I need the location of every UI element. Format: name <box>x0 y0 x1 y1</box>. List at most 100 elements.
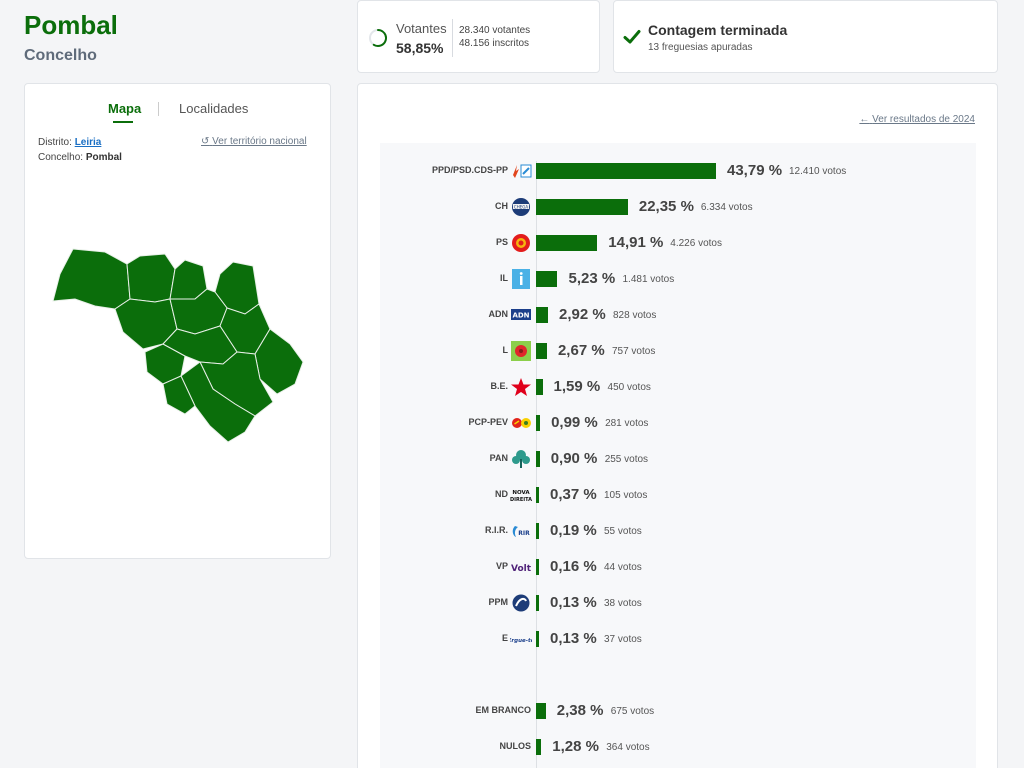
party-name: ADN <box>488 309 509 319</box>
adn-logo: ADN <box>510 305 532 325</box>
turnout-divider <box>452 19 453 57</box>
party-row[interactable]: EErgue-te 0,13 % 37 votos <box>358 628 999 652</box>
party-row[interactable]: PAN 0,90 % 255 votos <box>358 448 999 472</box>
result-bar <box>536 307 548 323</box>
council-value: Pombal <box>85 152 122 163</box>
result-bar <box>536 235 598 251</box>
ppm-logo <box>510 593 532 613</box>
party-row[interactable]: VP Volt 0,16 % 44 votos <box>358 556 999 580</box>
result-percent: 0,37 % <box>550 486 597 503</box>
turnout-progress-icon <box>369 29 387 47</box>
party-name: E <box>501 633 508 643</box>
result-bar <box>536 739 542 755</box>
result-bar <box>536 199 628 215</box>
result-bar <box>536 703 546 719</box>
party-name: EM BRANCO <box>475 705 532 715</box>
result-bar <box>536 163 716 179</box>
result-bar <box>536 271 558 287</box>
party-row[interactable]: IL 5,23 % 1.481 votos <box>358 268 999 292</box>
result-votes: 281 votos <box>605 418 649 429</box>
result-percent: 5,23 % <box>568 270 616 287</box>
result-votes: 105 votos <box>604 490 648 501</box>
svg-text:RIR: RIR <box>518 530 530 537</box>
national-territory-link[interactable]: ↺ Ver território nacional <box>201 136 307 147</box>
party-row[interactable]: PCP-PEV 0,99 % 281 votos <box>358 412 999 436</box>
map-region[interactable] <box>180 361 256 443</box>
volt-logo: Volt <box>510 557 532 577</box>
party-row[interactable]: ADN ADN 2,92 % 828 votos <box>358 304 999 328</box>
party-name: L <box>502 345 509 355</box>
party-name: ND <box>495 489 508 499</box>
map-region[interactable] <box>162 375 196 415</box>
result-percent: 0,13 % <box>550 630 597 647</box>
tab-mapa[interactable]: Mapa <box>108 101 142 116</box>
ps-logo <box>510 233 532 253</box>
result-votes: 450 votos <box>607 382 651 393</box>
result-percent: 14,91 % <box>608 234 664 251</box>
district-link[interactable]: Leiria <box>74 137 102 148</box>
result-percent: 0,19 % <box>550 522 597 539</box>
pan-logo <box>510 449 532 469</box>
party-row[interactable]: PS 14,91 % 4.226 votos <box>358 232 999 256</box>
other-votes-row[interactable]: EM BRANCO 2,38 % 675 votos <box>358 700 999 724</box>
turnout-votes: 28.340 votantes <box>459 25 531 36</box>
party-row[interactable]: R.I.R. RIR 0,19 % 55 votos <box>358 520 999 544</box>
be-logo <box>510 377 532 397</box>
result-percent: 22,35 % <box>638 198 694 215</box>
party-name: PS <box>495 237 508 247</box>
other-votes-row[interactable]: NULOS 1,28 % 364 votos <box>358 736 999 760</box>
result-votes: 12.410 votos <box>789 166 847 177</box>
party-row[interactable]: PPD/PSD.CDS-PP 43,79 % 12.410 votos <box>358 160 999 184</box>
cdu-logo <box>510 413 532 433</box>
arrow-left-icon: ← <box>859 114 870 125</box>
map-panel: Mapa Localidades Distrito: Leiria Concel… <box>24 83 331 559</box>
page-title: Pombal <box>24 10 118 40</box>
party-name: PPM <box>488 597 508 607</box>
party-name: PPD/PSD.CDS-PP <box>431 165 508 175</box>
svg-text:DIREITA: DIREITA <box>510 497 532 503</box>
result-votes: 37 votos <box>604 634 642 645</box>
party-row[interactable]: CH CHEGA 22,35 % 6.334 votos <box>358 196 999 220</box>
district-label: Distrito: <box>38 137 72 148</box>
result-bar <box>536 415 541 431</box>
party-name: PCP-PEV <box>468 417 508 427</box>
map-region[interactable] <box>126 253 176 303</box>
council-line: Concelho: Pombal <box>38 152 122 163</box>
result-bar <box>536 343 547 359</box>
turnout-registered: 48.156 inscritos <box>459 38 530 49</box>
check-icon <box>623 30 641 44</box>
party-name: R.I.R. <box>484 525 508 535</box>
national-territory-label: Ver território nacional <box>212 136 307 147</box>
party-row[interactable]: L 2,67 % 757 votos <box>358 340 999 364</box>
party-name: VP <box>495 561 508 571</box>
il-logo <box>510 269 532 289</box>
party-name: B.E. <box>490 381 508 391</box>
page-subtitle: Concelho <box>24 47 97 64</box>
tab-localidades[interactable]: Localidades <box>179 101 249 116</box>
party-name: CH <box>495 201 508 211</box>
psd-cds-logo <box>510 161 532 181</box>
previous-results-link[interactable]: ← Ver resultados de 2024 <box>859 114 975 125</box>
party-row[interactable]: PPM 0,13 % 38 votos <box>358 592 999 616</box>
previous-results-label: Ver resultados de 2024 <box>872 114 975 125</box>
map-region[interactable] <box>52 248 131 310</box>
nd-logo: NOVA DIREITA <box>510 485 532 505</box>
result-percent: 0,13 % <box>550 594 597 611</box>
result-percent: 2,38 % <box>556 702 604 719</box>
party-row[interactable]: ND NOVA DIREITA 0,37 % 105 votos <box>358 484 999 508</box>
result-votes: 44 votos <box>604 562 642 573</box>
result-votes: 255 votos <box>604 454 649 465</box>
result-percent: 0,99 % <box>551 414 598 431</box>
result-votes: 55 votos <box>604 526 642 537</box>
turnout-card: Votantes 58,85% 28.340 votantes 48.156 i… <box>357 0 600 73</box>
result-percent: 2,92 % <box>559 306 606 323</box>
result-votes: 4.226 votos <box>670 238 722 249</box>
svg-text:ADN: ADN <box>512 312 529 320</box>
count-status-card: Contagem terminada 13 freguesias apurada… <box>613 0 998 73</box>
result-votes: 675 votos <box>610 706 655 717</box>
council-map[interactable] <box>45 244 305 444</box>
result-bar <box>536 451 540 467</box>
party-row[interactable]: B.E. 1,59 % 450 votos <box>358 376 999 400</box>
result-percent: 43,79 % <box>727 162 783 179</box>
